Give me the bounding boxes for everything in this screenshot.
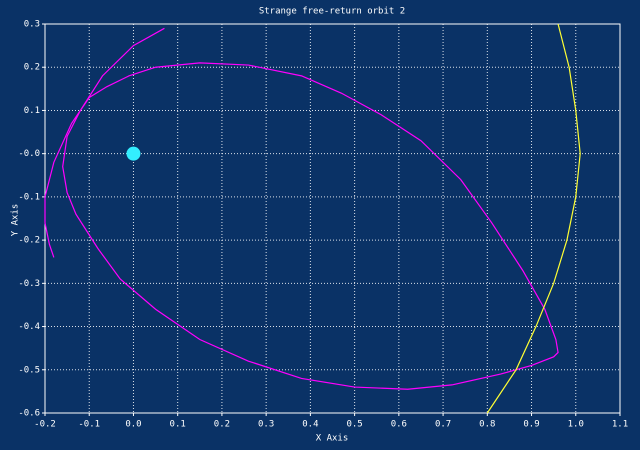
x-tick-label: 1.1 [612, 420, 628, 430]
x-tick-label: -0.2 [34, 420, 56, 430]
x-tick-label: 0.5 [346, 420, 362, 430]
x-axis-label: X Axis [316, 434, 349, 444]
x-tick-label: 1.0 [568, 420, 584, 430]
y-axis-label: Y Axis [11, 204, 21, 237]
y-tick-label: -0.6 [18, 409, 40, 419]
y-tick-label: -0.5 [18, 365, 40, 375]
x-tick-label: 0.0 [125, 420, 141, 430]
y-tick-label: -0.3 [18, 279, 40, 289]
x-tick-label: 0.2 [214, 420, 230, 430]
chart-title: Strange free-return orbit 2 [259, 7, 405, 17]
x-tick-label: 0.6 [391, 420, 407, 430]
y-tick-label: 0.1 [24, 106, 40, 116]
series-line [486, 23, 581, 414]
y-tick-label: -0.4 [18, 322, 40, 332]
y-tick-label: 0.3 [24, 20, 40, 30]
y-tick-label: -0.1 [18, 192, 40, 202]
y-tick-label: 0.2 [24, 63, 40, 73]
plot-frame [44, 23, 621, 414]
x-tick-label: 0.7 [435, 420, 451, 430]
y-tick-label: -0.2 [18, 236, 40, 246]
x-tick-label: 0.3 [258, 420, 274, 430]
y-tick-label: -0.0 [18, 149, 40, 159]
x-tick-label: 0.8 [479, 420, 495, 430]
x-tick-label: 0.1 [170, 420, 186, 430]
series-line [44, 27, 559, 390]
x-tick-label: 0.4 [302, 420, 318, 430]
x-tick-label: -0.1 [78, 420, 100, 430]
x-tick-label: 0.9 [523, 420, 539, 430]
point [126, 146, 141, 161]
